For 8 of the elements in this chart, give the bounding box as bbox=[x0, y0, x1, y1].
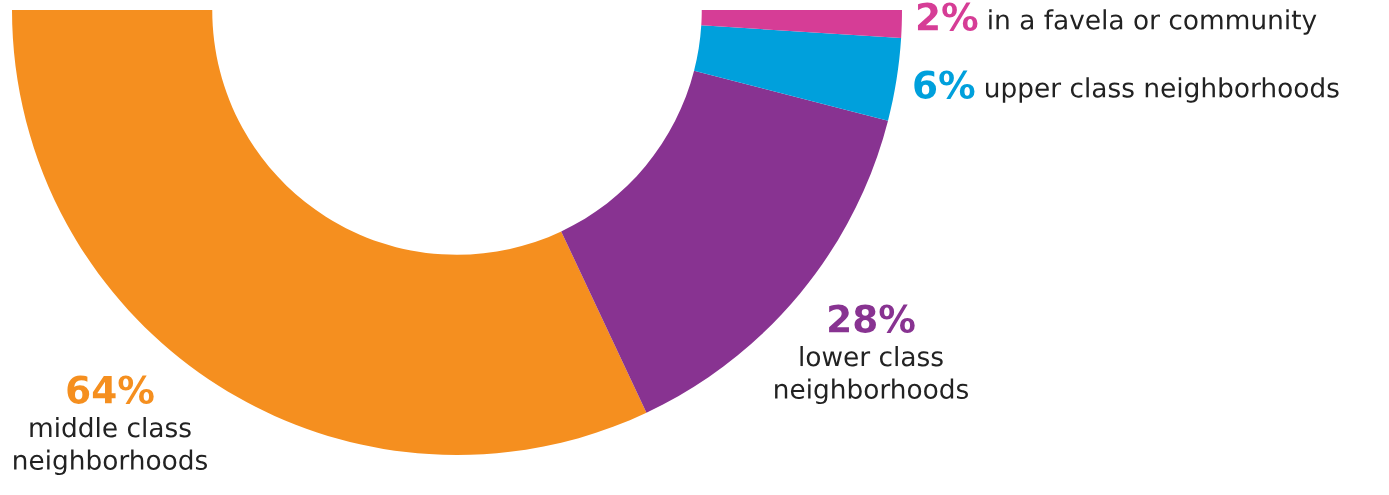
slice-label: lower class neighborhoods bbox=[775, 346, 968, 405]
slice-label: upper class neighborhoods bbox=[985, 77, 1339, 103]
data-label: 2% bbox=[917, 2, 978, 31]
slice-label: in a favela or community bbox=[989, 9, 1317, 35]
data-label: 28% bbox=[829, 304, 915, 333]
slice-label: middle class neighborhoods bbox=[14, 417, 207, 476]
data-label: 64% bbox=[67, 375, 154, 404]
data-label: 6% bbox=[914, 70, 975, 99]
